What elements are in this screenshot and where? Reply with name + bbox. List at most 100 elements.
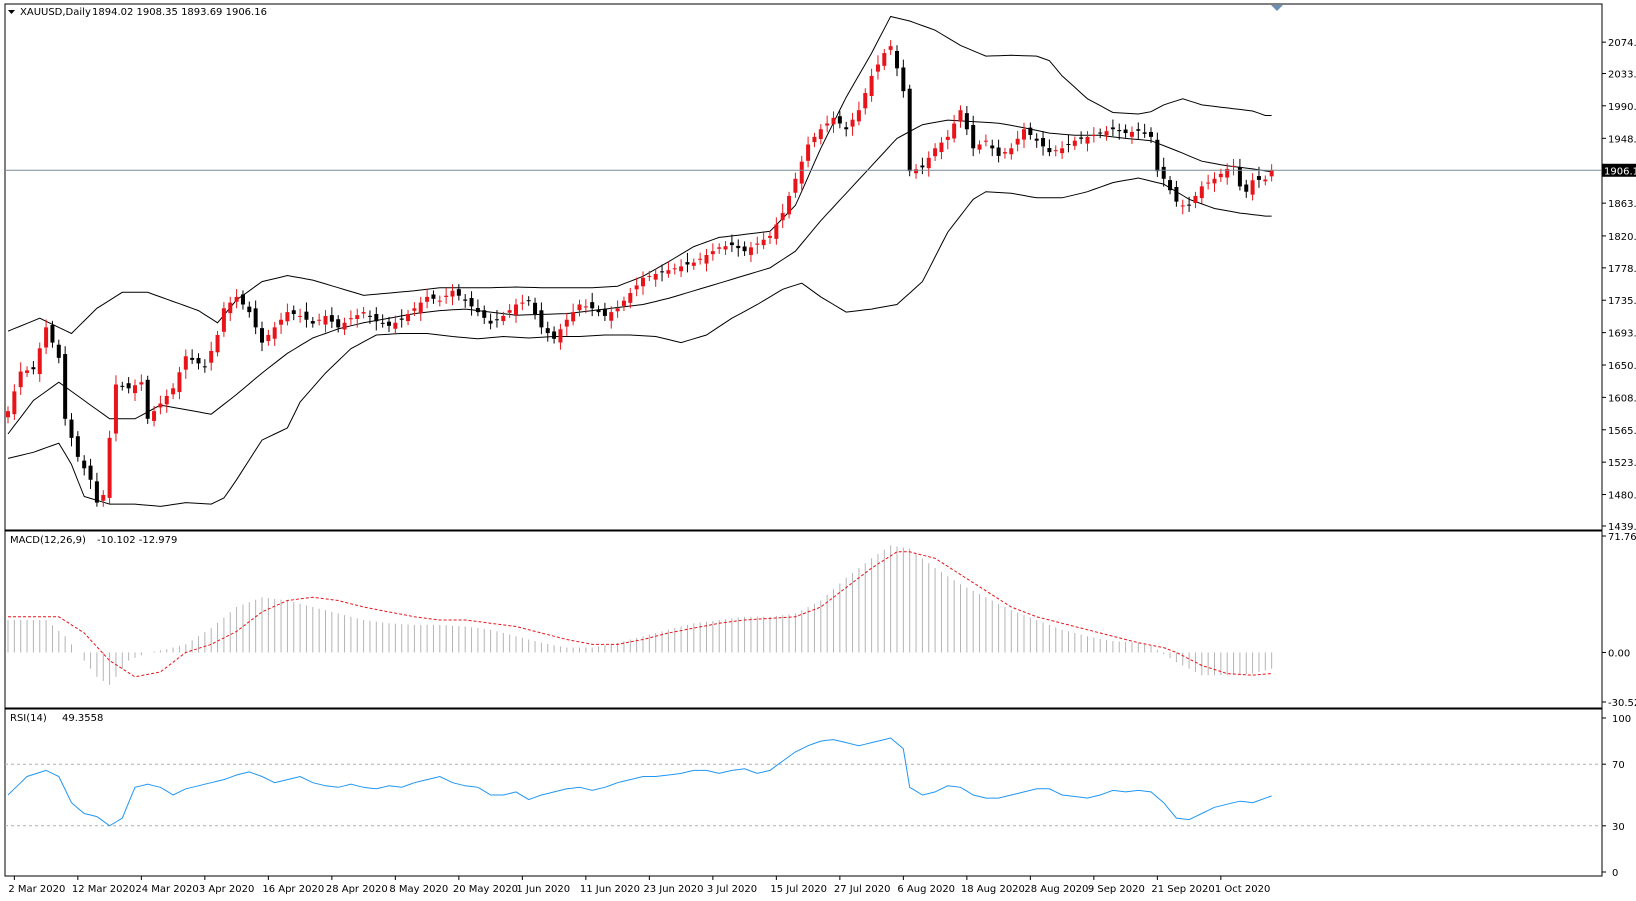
candle-body (621, 300, 626, 306)
time-tick-label: 6 Aug 2020 (897, 884, 955, 895)
candle-body (672, 268, 677, 270)
candle-body (361, 312, 366, 314)
candle-body (526, 300, 531, 302)
candle-body (888, 46, 893, 50)
candle-body (818, 129, 823, 139)
rsi-pane[interactable] (4, 708, 1603, 877)
rsi-tick-label: 0 (1612, 868, 1618, 879)
rsi-axis: 100 70 30 0 (1602, 714, 1631, 879)
price-axis[interactable]: 2074.3 2033.1 1990.8 1948.1 1863.0 1820.0 1778… (1602, 38, 1636, 533)
candle-body (196, 358, 201, 364)
candle-body (88, 465, 93, 480)
candle-body (412, 308, 417, 311)
candle-body (101, 494, 106, 501)
rsi-levels (5, 763, 1602, 827)
candle-body (1098, 132, 1103, 134)
candle-body (1149, 131, 1153, 137)
candle-body (1180, 205, 1185, 207)
candle-body (1041, 138, 1046, 147)
price-tick-label: 2074.3 (1608, 38, 1636, 49)
symbol-menu-triangle-icon[interactable] (8, 10, 15, 14)
candle-body (6, 411, 10, 418)
candle-body (94, 481, 99, 503)
candle-body (729, 242, 734, 246)
candle-body (571, 312, 576, 322)
candle-body (825, 123, 830, 126)
candle-body (1225, 168, 1230, 178)
price-tick-label: 1778.1 (1608, 264, 1636, 275)
candle-body (348, 318, 353, 320)
macd-pane[interactable] (4, 530, 1603, 709)
candle-body (863, 93, 868, 109)
price-tick-label: 1650.6 (1608, 361, 1636, 372)
candle-body (914, 169, 919, 174)
candle-body (869, 75, 874, 96)
candle-body (323, 315, 328, 325)
candle-body (177, 372, 182, 393)
candle-body (679, 266, 684, 272)
candle-body (1104, 131, 1109, 136)
candle-body (1142, 132, 1147, 134)
price-tick-label: 1523.1 (1608, 458, 1636, 469)
candle-body (768, 235, 772, 238)
time-tick-label: 12 Mar 2020 (72, 884, 135, 895)
price-tick-label: 1863.0 (1608, 199, 1636, 210)
candle-body (1009, 148, 1014, 155)
candle-body (653, 274, 658, 280)
macd-signal-line (8, 551, 1272, 678)
candle-body (75, 436, 80, 457)
candle-body (107, 437, 112, 498)
candle-body (755, 243, 760, 245)
candle-body (1174, 187, 1179, 202)
candle-body (463, 299, 468, 301)
candle-body (139, 382, 144, 385)
candle-body (342, 322, 347, 330)
candle-body (647, 275, 652, 277)
candle-body (215, 334, 220, 353)
candle-body (774, 224, 779, 239)
candle-body (183, 356, 188, 370)
candle-body (520, 302, 525, 304)
candle-body (380, 322, 385, 324)
candle-body (202, 366, 207, 368)
candle-body (367, 315, 372, 317)
candle-body (1028, 127, 1033, 135)
candle-body (260, 328, 264, 343)
chart-shift-marker-icon[interactable] (1271, 5, 1283, 11)
candle-body (920, 165, 925, 168)
candle-body (1015, 138, 1020, 145)
candle-body (844, 127, 849, 130)
candle-body (564, 319, 569, 327)
candle-body (901, 67, 906, 92)
price-tick-label: 2033.1 (1608, 70, 1636, 81)
candle-body (691, 262, 696, 266)
candle-body (958, 110, 963, 122)
rsi-tick-label: 70 (1612, 760, 1625, 771)
candle-body (387, 321, 391, 326)
candle-body (1199, 186, 1204, 199)
time-tick-label: 16 Apr 2020 (262, 884, 324, 895)
candle-body (926, 157, 931, 169)
time-axis[interactable]: 2 Mar 2020 12 Mar 2020 24 Mar 2020 3 Apr 20… (8, 876, 1270, 895)
rsi-title: RSI(14) (10, 713, 47, 724)
candle-body (1161, 166, 1166, 179)
candle-body (221, 308, 226, 332)
candle-body (247, 306, 252, 313)
candle-body (685, 262, 690, 265)
price-pane[interactable] (4, 3, 1603, 531)
candle-body (545, 328, 550, 334)
candle-body (723, 246, 728, 250)
candle-body (272, 327, 277, 339)
macd-title: MACD(12,26,9) (10, 535, 86, 546)
candle-body (1136, 129, 1141, 131)
rsi-tick-label: 30 (1612, 822, 1625, 833)
candle-body (895, 50, 899, 69)
candle-body (133, 385, 137, 394)
candle-body (501, 315, 506, 322)
candle-body (50, 324, 55, 343)
candle-body (171, 388, 176, 395)
candle-body (1218, 173, 1223, 178)
candle-body (437, 300, 442, 302)
rsi-line (7, 737, 1272, 827)
price-tick-label: 1608.1 (1608, 393, 1636, 404)
